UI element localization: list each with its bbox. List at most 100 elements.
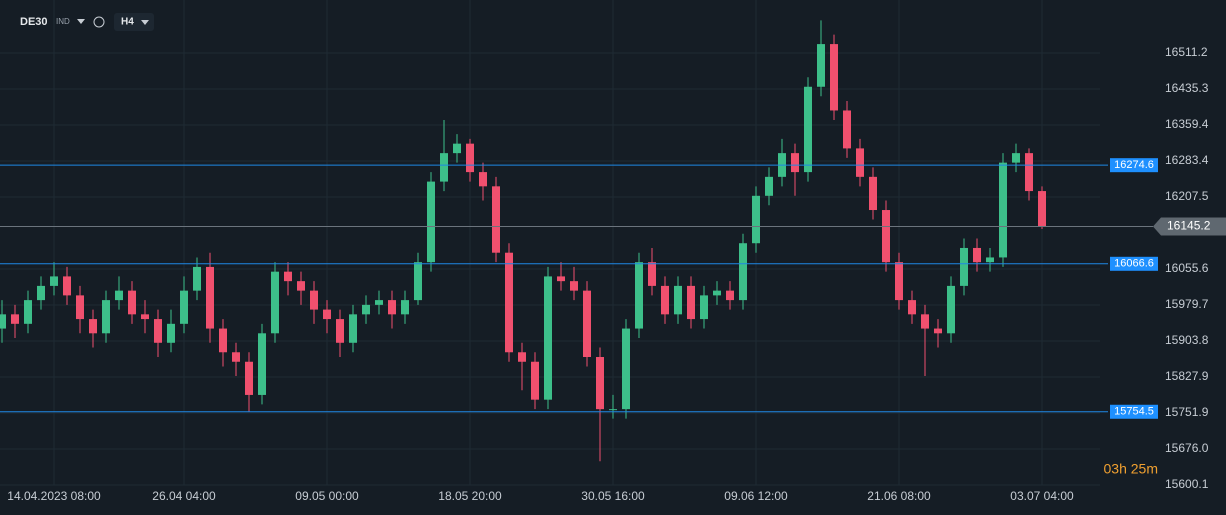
x-tick-label: 26.04 04:00 (152, 489, 216, 503)
candle-body (128, 290, 136, 315)
candle-body (401, 300, 409, 315)
candle-body (414, 262, 422, 301)
candle-body (492, 186, 500, 253)
symbol-type: IND (56, 17, 70, 26)
candle-body (1012, 153, 1020, 163)
candle-body (245, 361, 253, 395)
candle-body (115, 290, 123, 301)
candle-body (167, 323, 175, 343)
candle-body (999, 162, 1007, 258)
candle-body (921, 314, 929, 329)
y-tick-label: 15827.9 (1165, 369, 1209, 383)
candle-body (349, 314, 357, 343)
candle-body (960, 247, 968, 286)
header: DE30 IND H4 (20, 13, 154, 31)
candle-body (804, 86, 812, 173)
candle-body (895, 262, 903, 301)
candle-body (765, 176, 773, 196)
candle-body (375, 300, 383, 305)
candle-body (934, 328, 942, 334)
candle-body (0, 314, 6, 329)
y-tick-label: 16435.3 (1165, 81, 1209, 95)
timeframe[interactable]: H4 (121, 17, 134, 28)
x-tick-label: 14.04.2023 08:00 (7, 489, 101, 503)
candle-body (258, 333, 266, 395)
candle-body (11, 314, 19, 324)
candle-body (63, 276, 71, 296)
y-tick-label: 15600.1 (1165, 477, 1209, 491)
candle-body (557, 276, 565, 282)
timeframe-arrow[interactable] (141, 20, 149, 25)
candle-body (141, 314, 149, 320)
level-label: 15754.5 (1114, 406, 1154, 418)
candle-body (37, 285, 45, 301)
y-tick-label: 16055.6 (1165, 261, 1209, 275)
candle-body (453, 143, 461, 154)
candle-body (947, 285, 955, 334)
y-tick-label: 15676.0 (1165, 441, 1209, 455)
candle-body (1025, 153, 1033, 192)
candle-body (479, 172, 487, 187)
candle-body (700, 295, 708, 320)
level-tag (1110, 404, 1158, 419)
candle-body (102, 300, 110, 334)
candle-body (596, 357, 604, 410)
level-label: 16274.6 (1114, 159, 1154, 171)
candle-body (739, 243, 747, 301)
candle-body (271, 271, 279, 334)
candle-body (908, 300, 916, 315)
x-tick-label: 21.06 08:00 (867, 489, 931, 503)
candle-body (466, 143, 474, 173)
candle-body (89, 319, 97, 334)
level-label: 16066.6 (1114, 258, 1154, 270)
x-tick-label: 03.07 04:00 (1010, 489, 1074, 503)
candle-body (388, 300, 396, 315)
candle-body (661, 285, 669, 315)
level-tag (1110, 256, 1158, 271)
candle-body (193, 266, 201, 291)
candle-body (609, 409, 617, 411)
dropdown-arrow[interactable] (77, 19, 85, 24)
candle-body (362, 304, 370, 315)
candle-body (622, 328, 630, 410)
current-price-label: 16145.2 (1167, 219, 1211, 233)
candle-body (232, 352, 240, 362)
candle-body (297, 281, 305, 291)
candle-body (323, 309, 331, 320)
candle-body (583, 290, 591, 358)
x-tick-label: 09.06 12:00 (724, 489, 788, 503)
timeframe-button[interactable] (114, 13, 154, 31)
candle-body (882, 210, 890, 263)
candle-body (713, 290, 721, 296)
y-tick-label: 16283.4 (1165, 153, 1209, 167)
candle-body (531, 361, 539, 400)
candle-body (518, 352, 526, 362)
candle-body (154, 319, 162, 343)
candle-body (570, 281, 578, 291)
y-tick-label: 15979.7 (1165, 297, 1209, 311)
candle-body (752, 195, 760, 244)
x-tick-label: 09.05 00:00 (295, 489, 359, 503)
candle-body (50, 276, 58, 286)
candle-body (1038, 191, 1046, 227)
y-tick-label: 16359.4 (1165, 117, 1209, 131)
y-tick-label: 15903.8 (1165, 333, 1209, 347)
candle-body (336, 319, 344, 343)
level-tag (1110, 158, 1158, 173)
candle-body (986, 257, 994, 263)
candle-body (817, 44, 825, 87)
candle-body (973, 247, 981, 263)
candle-body (869, 176, 877, 211)
candle-body (505, 252, 513, 353)
info-icon[interactable] (93, 16, 105, 28)
candle-body (24, 300, 32, 324)
candle-body (76, 295, 84, 320)
candle-body (544, 276, 552, 400)
candle-body (635, 262, 643, 329)
x-tick-label: 18.05 20:00 (438, 489, 502, 503)
candle-body (843, 110, 851, 149)
current-price-tag (1153, 217, 1226, 236)
candle-body (440, 153, 448, 182)
